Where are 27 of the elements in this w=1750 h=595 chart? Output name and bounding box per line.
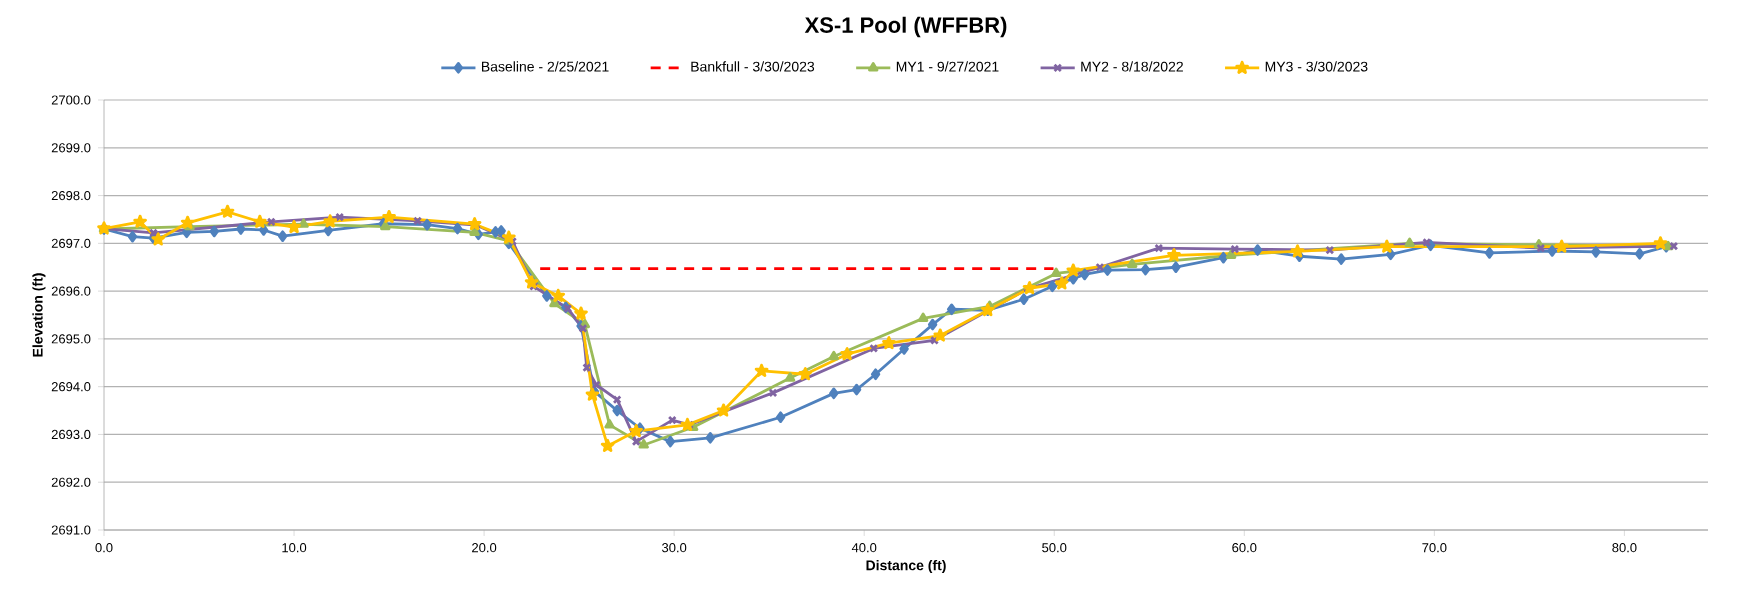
x-tick-label: 50.0 <box>1042 543 1067 553</box>
y-tick-label: 2700.0 <box>51 95 91 105</box>
legend-label: MY1 - 9/27/2021 <box>896 61 999 72</box>
y-tick-label: 2699.0 <box>51 143 91 153</box>
x-tick-label: 20.0 <box>472 543 497 553</box>
x-axis-title: Distance (ft) <box>866 560 946 574</box>
y-tick-label: 2698.0 <box>51 190 91 201</box>
legend-label: MY3 - 3/30/2023 <box>1265 61 1368 72</box>
legend-label: Baseline - 2/25/2021 <box>482 61 609 72</box>
x-tick-label: 60.0 <box>1232 543 1257 553</box>
y-tick-label: 2695.0 <box>51 334 91 344</box>
y-tick-label: 2697.0 <box>51 238 91 248</box>
y-tick-label: 2694.0 <box>51 382 91 392</box>
y-tick-label: 2692.0 <box>51 477 91 487</box>
y-tick-label: 2696.0 <box>51 286 91 296</box>
x-tick-label: 70.0 <box>1422 543 1447 553</box>
legend-label: Bankfull - 3/30/2023 <box>691 61 815 72</box>
y-tick-label: 2691.0 <box>51 525 91 535</box>
x-tick-label: 10.0 <box>282 543 307 553</box>
x-tick-label: 40.0 <box>851 543 877 553</box>
x-tick-label: 0.0 <box>95 543 113 553</box>
x-tick-label: 80.0 <box>1612 543 1637 553</box>
y-axis-title: Elevation (ft) <box>32 273 46 357</box>
legend-label: MY2 - 8/18/2022 <box>1081 61 1183 72</box>
x-tick-label: 30.0 <box>662 543 687 553</box>
chart-title: XS-1 Pool (WFFBR) <box>804 16 1007 38</box>
y-tick-label: 2693.0 <box>51 429 91 440</box>
